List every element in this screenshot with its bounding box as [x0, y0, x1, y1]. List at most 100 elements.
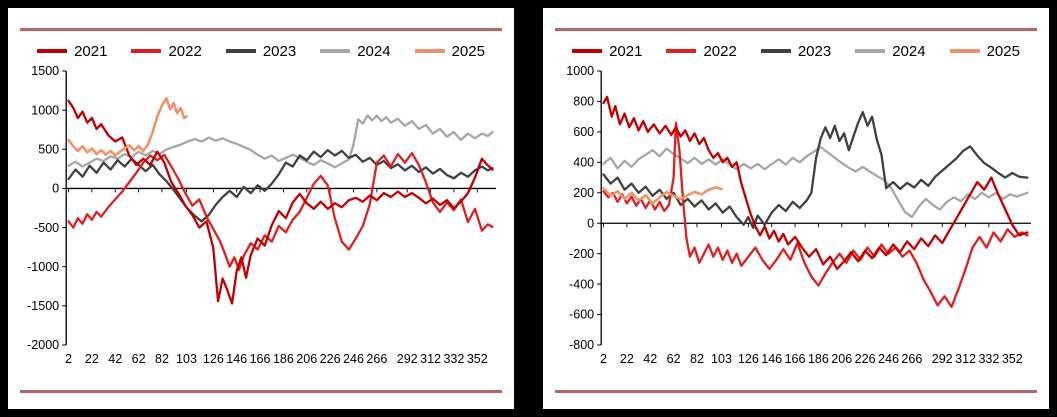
legend-label: 2022 [168, 42, 202, 60]
y-tick-label: 400 [573, 156, 594, 170]
legend-item-2021: 2021 [572, 43, 642, 60]
x-tick-label: 226 [320, 352, 341, 366]
y-tick-label: 200 [573, 186, 594, 200]
x-tick-label: 103 [711, 352, 732, 366]
y-tick-label: -800 [569, 338, 594, 352]
y-tick-label: -400 [569, 277, 594, 291]
legend-swatch-icon [855, 49, 886, 53]
series-line-2021 [602, 95, 1029, 271]
x-tick-label: 206 [831, 352, 852, 366]
legend-item-2024: 2024 [320, 42, 391, 60]
y-tick-label: 1000 [566, 65, 594, 78]
x-tick-label: 2 [65, 352, 72, 366]
y-tick-label: 0 [52, 182, 59, 196]
x-tick-label: 82 [690, 352, 704, 366]
top-rule [555, 28, 1037, 31]
legend-swatch-icon [131, 49, 162, 53]
y-tick-label: -200 [569, 247, 594, 261]
y-tick-label: -1000 [27, 260, 59, 274]
legend-item-2023: 2023 [225, 42, 297, 60]
top-rule [20, 28, 502, 31]
x-tick-label: 146 [761, 352, 782, 366]
legend-label: 2023 [262, 42, 297, 60]
legend-label: 2023 [797, 42, 832, 60]
x-tick-label: 103 [176, 352, 197, 366]
x-tick-label: 126 [738, 352, 759, 366]
series-line-2024 [67, 114, 494, 169]
x-tick-label: 226 [855, 352, 876, 366]
series-line-2025 [602, 186, 723, 205]
y-tick-label: 1500 [31, 65, 59, 78]
x-tick-label: 312 [420, 352, 441, 366]
spacer [18, 371, 504, 390]
series-line-2021 [67, 99, 494, 305]
y-tick-label: -2000 [27, 338, 59, 352]
series-line-2023 [602, 110, 1029, 229]
legend-swatch-icon [320, 49, 351, 53]
chart-legend: 2021 2022 2023 2024 2025 [18, 39, 504, 63]
legend-swatch-icon [37, 49, 68, 53]
legend-swatch-icon [414, 49, 445, 53]
x-tick-label: 312 [955, 352, 976, 366]
x-tick-label: 42 [108, 352, 122, 366]
x-tick-label: 22 [620, 352, 634, 366]
y-tick-label: 1000 [31, 103, 59, 117]
legend-swatch-icon [225, 49, 256, 53]
legend-swatch-icon [760, 49, 791, 53]
legend-swatch-icon [666, 49, 697, 53]
x-tick-label: 352 [1002, 352, 1023, 366]
legend-item-2025: 2025 [949, 42, 1020, 60]
chart-legend: 2021 2022 2023 2024 2025 [553, 39, 1039, 63]
legend-label: 2025 [451, 42, 485, 60]
x-tick-label: 166 [785, 352, 806, 366]
x-tick-label: 292 [397, 352, 418, 366]
y-tick-label: 500 [38, 143, 59, 157]
y-tick-label: -1500 [27, 299, 59, 313]
legend-label: 2021 [74, 42, 108, 60]
x-tick-label: 246 [878, 352, 899, 366]
x-tick-label: 246 [343, 352, 364, 366]
spacer [553, 371, 1039, 390]
x-tick-label: 206 [296, 352, 317, 366]
x-tick-label: 146 [226, 352, 247, 366]
legend-label: 2025 [986, 42, 1020, 60]
y-tick-label: -500 [34, 221, 59, 235]
x-tick-label: 186 [808, 352, 829, 366]
x-tick-label: 42 [643, 352, 657, 366]
x-tick-label: 292 [932, 352, 953, 366]
x-tick-label: 332 [443, 352, 464, 366]
x-tick-label: 2 [600, 352, 607, 366]
x-tick-label: 332 [978, 352, 999, 366]
legend-item-2023: 2023 [760, 42, 832, 60]
legend-label: 2024 [892, 42, 926, 60]
legend-item-2022: 2022 [131, 42, 202, 60]
legend-label: 2024 [357, 42, 391, 60]
legend-swatch-icon [949, 49, 980, 53]
bottom-rule [20, 390, 502, 393]
right-chart-panel: 2021 2022 2023 2024 2025 -800 -600 -400 -200 0 20… [543, 8, 1049, 409]
x-tick-label: 126 [203, 352, 224, 366]
legend-item-2021: 2021 [37, 43, 107, 60]
y-tick-label: 0 [587, 216, 594, 230]
y-tick-label: -600 [569, 308, 594, 322]
left-chart-panel: 2021 2022 2023 2024 2025 -2000 -1500 -1000 -500… [8, 8, 514, 409]
x-tick-label: 62 [667, 352, 681, 366]
legend-label: 2021 [609, 42, 643, 60]
x-tick-label: 266 [366, 352, 387, 366]
series-line-2025 [67, 97, 188, 157]
y-tick-label: 600 [573, 125, 594, 139]
x-tick-label: 22 [85, 352, 99, 366]
legend-item-2022: 2022 [666, 43, 737, 60]
x-tick-label: 82 [155, 352, 169, 366]
x-tick-label: 186 [273, 352, 294, 366]
x-tick-label: 352 [467, 352, 488, 366]
series-line-2022 [602, 121, 1029, 309]
x-tick-label: 266 [901, 352, 922, 366]
legend-item-2024: 2024 [855, 42, 926, 60]
x-tick-label: 166 [250, 352, 271, 366]
legend-item-2025: 2025 [414, 42, 485, 60]
legend-swatch-icon [572, 49, 603, 53]
